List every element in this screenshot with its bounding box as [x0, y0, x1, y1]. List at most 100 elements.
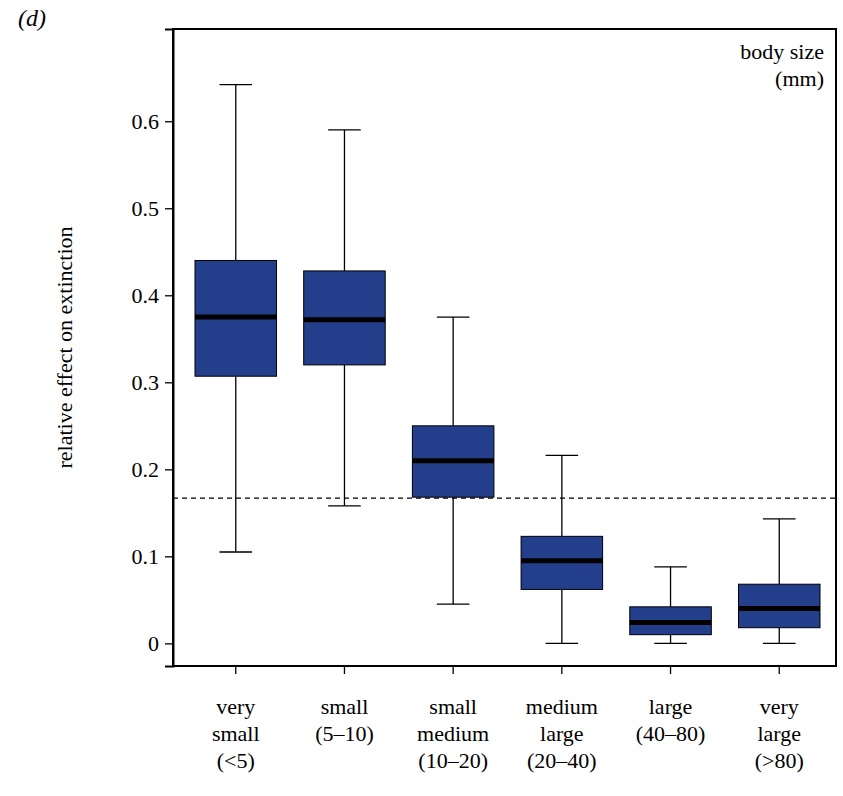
plot-area	[173, 85, 836, 644]
x-tick-label: smallmedium(10–20)	[417, 694, 489, 773]
x-tick-mark	[561, 666, 562, 674]
y-tick-label: 0.4	[132, 283, 160, 308]
whisker-cap-low	[219, 551, 252, 552]
whisker-cap-high	[437, 316, 470, 317]
whisker-cap-low	[763, 643, 796, 644]
y-tick-mark	[165, 208, 173, 209]
whisker-high	[561, 455, 562, 536]
x-tick: verylarge(>80)	[755, 666, 804, 773]
x-tick-label: small(5–10)	[315, 694, 374, 746]
box	[738, 519, 820, 643]
box-body	[304, 271, 386, 365]
whisker-high	[779, 519, 780, 584]
reference-line	[173, 497, 836, 498]
whisker-low	[235, 376, 236, 552]
y-tick-label: 0.1	[132, 544, 160, 569]
box	[195, 85, 277, 552]
whisker-cap-high	[219, 84, 252, 85]
x-tick-label-line: medium	[417, 721, 489, 746]
whisker-cap-low	[654, 643, 687, 644]
x-tick-label-line: large	[757, 721, 801, 746]
y-tick-mark	[165, 556, 173, 557]
y-tick-mark	[165, 643, 173, 644]
y-tick-mark	[165, 469, 173, 470]
y-tick: 0.3	[132, 370, 174, 395]
whisker-cap-low	[328, 505, 361, 506]
y-axis-title: relative effect on extinction	[52, 226, 77, 468]
y-tick: 0	[148, 631, 173, 656]
y-axis: 0 0.1 0.2 0.3 0.4 0.5 0.6	[132, 30, 174, 667]
x-axis: verysmall(<5)small(5–10)smallmedium(10–2…	[173, 666, 836, 773]
chart: 00.10.20.30.40.50.6verysmall(<5)small(5–…	[0, 0, 843, 796]
x-tick-label-line: large	[540, 721, 584, 746]
whisker-cap-high	[328, 129, 361, 130]
box-body	[412, 426, 494, 497]
x-tick-label-line: (20–40)	[527, 748, 597, 773]
y-tick-label: 0.2	[132, 457, 160, 482]
x-tick-label-line: (10–20)	[418, 748, 488, 773]
median	[630, 620, 712, 625]
box-body	[738, 584, 820, 628]
y-tick-label: 0.6	[132, 109, 160, 134]
x-tick: mediumlarge(20–40)	[526, 666, 598, 773]
x-tick-label-line: very	[760, 694, 799, 719]
whisker-cap-high	[763, 518, 796, 519]
y-tick-mark	[165, 121, 173, 122]
x-tick-label-line: (40–80)	[636, 721, 706, 746]
x-tick-label-line: (<5)	[217, 748, 255, 773]
y-axis-line	[165, 30, 174, 667]
box-body	[630, 607, 712, 635]
x-axis-line	[173, 665, 836, 667]
x-tick-label-line: very	[216, 694, 255, 719]
whisker-low	[670, 635, 671, 644]
x-tick: smallmedium(10–20)	[417, 666, 489, 773]
y-tick-label: 0.5	[132, 196, 160, 221]
whisker-cap-low	[546, 643, 579, 644]
whisker-low	[344, 365, 345, 506]
box	[412, 317, 494, 604]
median	[195, 315, 277, 320]
y-tick-label: 0	[148, 631, 159, 656]
panel-title: (d)	[18, 5, 46, 31]
whisker-cap-low	[437, 604, 470, 605]
box-body	[195, 260, 277, 376]
x-tick-label-line: (5–10)	[315, 721, 374, 746]
x-tick-mark	[453, 666, 454, 674]
box	[630, 567, 712, 644]
median	[521, 558, 603, 563]
x-tick-label-line: medium	[526, 694, 598, 719]
whisker-cap-high	[654, 566, 687, 567]
median	[738, 606, 820, 611]
x-tick-label-line: small	[429, 694, 477, 719]
whisker-high	[344, 130, 345, 271]
whisker-high	[670, 567, 671, 607]
y-tick-mark	[165, 382, 173, 383]
plot-frame	[173, 29, 836, 666]
x-tick-label: mediumlarge(20–40)	[526, 694, 598, 773]
x-tick: small(5–10)	[315, 666, 374, 746]
annotation: body size	[740, 39, 824, 64]
whisker-high	[453, 317, 454, 426]
y-tick-label: 0.3	[132, 370, 160, 395]
y-tick-mark	[165, 295, 173, 296]
x-tick-label-line: small	[321, 694, 369, 719]
x-tick-label: verysmall(<5)	[212, 694, 260, 773]
median	[412, 458, 494, 463]
whisker-high	[235, 85, 236, 261]
box	[304, 130, 386, 506]
median	[304, 317, 386, 322]
y-tick: 0.1	[132, 544, 174, 569]
x-tick-label-line: (>80)	[755, 748, 804, 773]
x-tick-label-line: large	[649, 694, 693, 719]
x-tick-mark	[670, 666, 671, 674]
y-tick: 0.4	[132, 283, 174, 308]
whisker-low	[453, 497, 454, 604]
x-tick-label: large(40–80)	[636, 694, 706, 746]
y-tick: 0.2	[132, 457, 174, 482]
y-tick: 0.5	[132, 196, 174, 221]
annotation: (mm)	[775, 66, 824, 91]
box-body	[521, 536, 603, 589]
whisker-cap-high	[546, 455, 579, 456]
x-tick-label-line: small	[212, 721, 260, 746]
x-tick-mark	[344, 666, 345, 674]
